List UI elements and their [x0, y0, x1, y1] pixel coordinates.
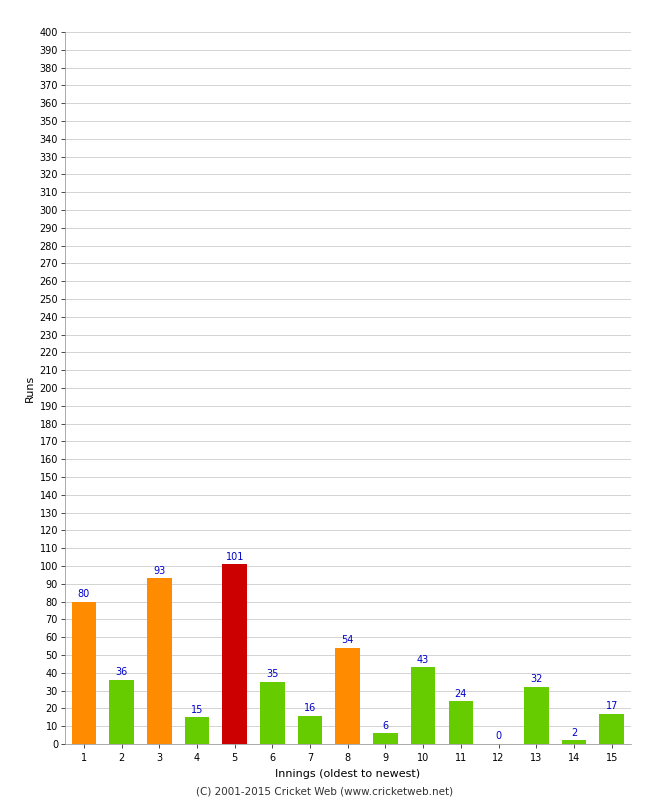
Text: 24: 24	[454, 689, 467, 698]
Bar	[335, 648, 360, 744]
Bar	[298, 715, 322, 744]
Bar	[185, 718, 209, 744]
Bar	[524, 687, 549, 744]
Bar	[562, 741, 586, 744]
Bar	[373, 734, 398, 744]
Text: 2: 2	[571, 728, 577, 738]
Bar	[109, 680, 134, 744]
Y-axis label: Runs: Runs	[25, 374, 35, 402]
Text: 16: 16	[304, 703, 316, 713]
Text: (C) 2001-2015 Cricket Web (www.cricketweb.net): (C) 2001-2015 Cricket Web (www.cricketwe…	[196, 786, 454, 796]
Text: 80: 80	[78, 589, 90, 599]
Bar	[260, 682, 285, 744]
Bar	[448, 702, 473, 744]
Text: 0: 0	[495, 731, 502, 742]
Bar	[147, 578, 172, 744]
Text: 35: 35	[266, 669, 279, 679]
Text: 101: 101	[226, 551, 244, 562]
Bar	[222, 564, 247, 744]
Bar	[599, 714, 624, 744]
Text: 36: 36	[116, 667, 127, 678]
X-axis label: Innings (oldest to newest): Innings (oldest to newest)	[275, 769, 421, 778]
Text: 6: 6	[382, 721, 389, 730]
Text: 43: 43	[417, 654, 429, 665]
Bar	[72, 602, 96, 744]
Text: 54: 54	[341, 635, 354, 646]
Text: 15: 15	[190, 705, 203, 714]
Text: 17: 17	[605, 701, 618, 711]
Text: 93: 93	[153, 566, 165, 576]
Text: 32: 32	[530, 674, 543, 684]
Bar	[411, 667, 436, 744]
